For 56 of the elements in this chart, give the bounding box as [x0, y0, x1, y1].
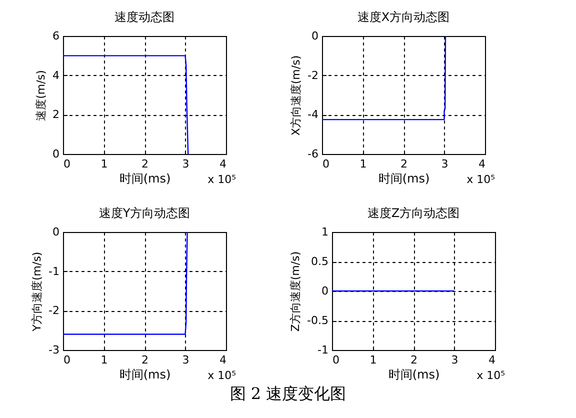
y-tick-label: -2 — [48, 304, 60, 318]
y-tick-label: 0 — [322, 284, 328, 298]
y-tick-label: -4 — [308, 108, 318, 122]
y-axis-title: 速度(m/s) — [34, 70, 48, 121]
y-tick-label: 2 — [52, 108, 60, 122]
y-tick-label: -2 — [308, 68, 318, 82]
y-tick-label: -6 — [308, 148, 318, 160]
chart-title: 速度Z方向动态图 — [367, 206, 460, 220]
x-tick-label: 2 — [142, 354, 148, 366]
x-axis-title: 时间(ms) — [388, 368, 440, 382]
y-tick-label: 0.5 — [311, 255, 328, 268]
x-tick-label: 0 — [64, 354, 70, 366]
x-tick-label: 4 — [220, 158, 226, 170]
y-tick-label: 0 — [312, 30, 318, 42]
text: x 10⁵ — [208, 173, 236, 186]
text: x 10⁵ — [208, 369, 236, 382]
text: x 10⁵ — [476, 369, 505, 382]
x-axis-title: 时间(ms) — [119, 368, 171, 382]
x-tick-label: 0 — [64, 158, 70, 170]
y-axis-title: X方向速度(m/s) — [290, 55, 303, 136]
x-tick-label: 1 — [100, 158, 108, 170]
line-series — [63, 55, 189, 154]
chart-title: 速度X方向动态图 — [357, 10, 450, 24]
chart-title: 速度动态图 — [114, 10, 174, 24]
x-tick-label: 4 — [488, 354, 496, 366]
y-tick-label: 0 — [52, 148, 60, 160]
x-tick-label: 2 — [410, 354, 418, 366]
x-tick-label: 3 — [182, 354, 190, 366]
y-tick-label: 6 — [52, 30, 60, 42]
x-tick-label: 1 — [100, 354, 108, 366]
y-tick-label: -3 — [48, 344, 60, 356]
line-series — [63, 232, 188, 335]
y-tick-label: 1 — [322, 226, 328, 238]
x-tick-label: 4 — [220, 354, 226, 366]
y-axis-title: Z方向速度(m/s) — [289, 251, 302, 332]
x-tick-label: 0 — [332, 354, 340, 366]
line-series — [322, 36, 446, 120]
y-tick-label: 0 — [52, 226, 60, 238]
y-tick-label: -1 — [48, 264, 60, 278]
x-tick-label: 3 — [441, 158, 448, 170]
x-tick-label: 1 — [370, 354, 377, 366]
x-tick-label: 1 — [360, 158, 367, 170]
x-axis-title: 时间(ms) — [378, 172, 430, 186]
text: x 10⁵ — [466, 173, 495, 186]
x-tick-label: 3 — [451, 354, 458, 366]
caption: 图 2 速度变化图 — [228, 384, 348, 405]
x-axis-title: 时间(ms) — [119, 172, 171, 186]
y-tick-label: -0.5 — [307, 314, 328, 327]
y-axis-title: Y方向速度(m/s) — [30, 252, 44, 332]
y-tick-label: 4 — [52, 68, 60, 82]
x-tick-label: 4 — [478, 158, 486, 170]
x-tick-label: 2 — [142, 158, 148, 170]
y-tick-label: -1 — [318, 344, 328, 356]
chart-title: 速度Y方向动态图 — [98, 206, 190, 220]
x-tick-label: 3 — [182, 158, 190, 170]
x-tick-label: 2 — [400, 158, 408, 170]
